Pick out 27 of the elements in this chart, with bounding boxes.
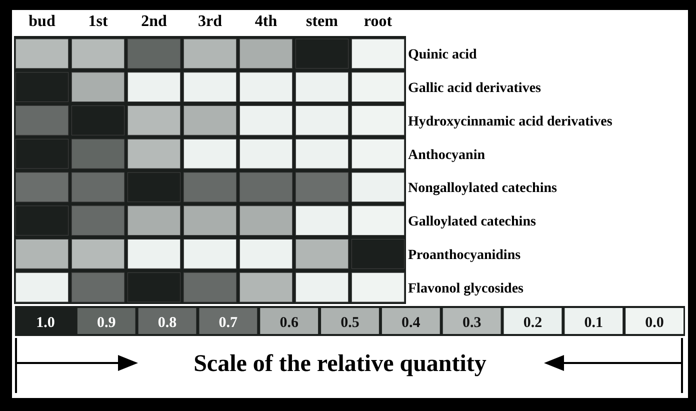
color-bar-label: 0.2 — [523, 315, 542, 331]
x-tick-label: 4th — [254, 13, 278, 30]
color-bar-label: 0.9 — [96, 315, 116, 331]
color-bar-label: 0.5 — [340, 315, 360, 331]
y-tick-label: Quinic acid — [408, 48, 478, 63]
x-tick-label: root — [364, 13, 393, 30]
color-bar-label: 0.4 — [402, 315, 421, 331]
x-tick-label: 3rd — [198, 13, 222, 30]
y-tick-label: Gallic acid derivatives — [408, 81, 542, 96]
color-bar-label: 0.7 — [218, 315, 238, 331]
color-bar-label: 0.1 — [584, 315, 604, 331]
color-bar-label: 0.3 — [462, 315, 482, 331]
y-tick-label: Galloylated catechins — [408, 214, 536, 230]
color-bar-label: 0.6 — [280, 315, 299, 331]
color-bar-label: 0.8 — [158, 315, 177, 331]
color-bar-title: Scale of the relative quantity — [194, 351, 486, 377]
y-tick-label: Nongalloylated catechins — [408, 181, 558, 196]
y-tick-label: Proanthocyanidins — [408, 248, 522, 263]
y-tick-label: Anthocyanin — [408, 148, 486, 163]
x-tick-label: 2nd — [141, 13, 167, 30]
y-tick-label: Hydroxycinnamic acid derivatives — [408, 114, 613, 130]
x-tick-label: bud — [28, 13, 56, 30]
x-tick-label: stem — [306, 13, 339, 30]
y-tick-label: Flavonol glycosides — [408, 281, 524, 296]
color-bar-label: 1.0 — [36, 315, 55, 331]
color-bar-label: 0.0 — [645, 315, 664, 331]
x-tick-label: 1st — [88, 13, 108, 30]
